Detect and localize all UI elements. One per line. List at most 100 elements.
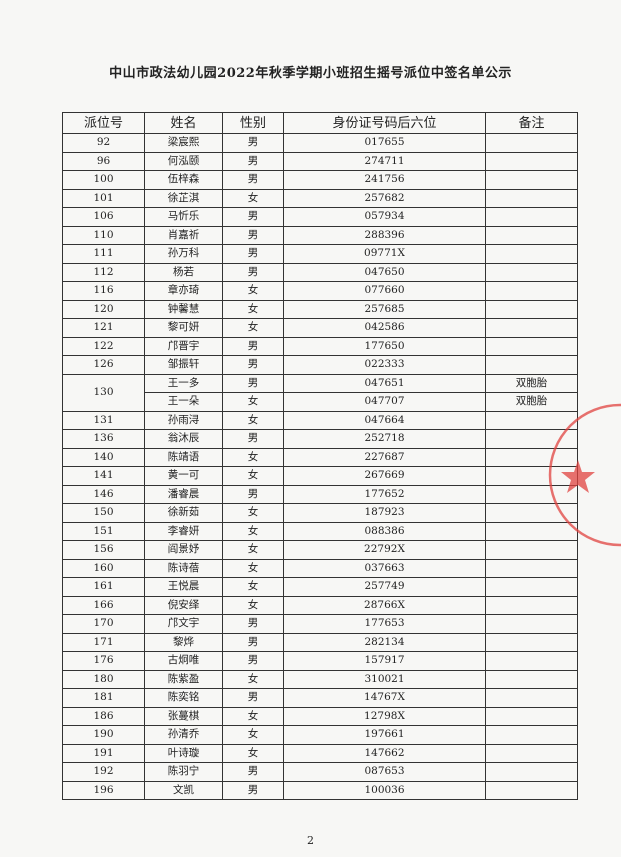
gender-cell: 女 xyxy=(222,558,284,578)
gender-cell: 女 xyxy=(222,595,284,615)
table-row: 180 陈紫盈女 310021 xyxy=(62,669,578,689)
gender-cell: 男 xyxy=(222,780,284,800)
number-cell: 151 xyxy=(62,521,145,541)
name-cell: 古炯唯 xyxy=(144,651,223,671)
note-cell xyxy=(485,743,578,763)
id-cell: 09771X xyxy=(283,244,486,264)
table-row: 96 何泓颐男 274711 xyxy=(62,151,578,171)
table-row: 192 陈羽宁男 087653 xyxy=(62,762,578,782)
id-cell: 257749 xyxy=(283,577,486,597)
table-row: 181 陈奕铭男 14767X xyxy=(62,688,578,708)
gender-cell: 女 xyxy=(222,540,284,560)
id-cell: 047650 xyxy=(283,262,486,282)
gender-cell: 女 xyxy=(222,577,284,597)
table-row: 111 孙万科男 09771X xyxy=(62,244,578,264)
name-cell: 陈紫盈 xyxy=(144,669,223,689)
name-cell: 陈奕铭 xyxy=(144,688,223,708)
name-cell: 黄一可 xyxy=(144,466,223,486)
table-row: 101 徐芷淇女 257682 xyxy=(62,188,578,208)
name-cell: 王悦晨 xyxy=(144,577,223,597)
table-row: 166 倪安绎女 28766X xyxy=(62,595,578,615)
number-cell: 171 xyxy=(62,632,145,652)
name-cell: 徐芷淇 xyxy=(144,188,223,208)
id-cell: 241756 xyxy=(283,170,486,190)
table-row: 160 陈诗蓓女 037663 xyxy=(62,558,578,578)
number-cell: 126 xyxy=(62,355,145,375)
table-row: 196 文凯男 100036 xyxy=(62,780,578,800)
id-cell: 14767X xyxy=(283,688,486,708)
gender-cell: 男 xyxy=(222,651,284,671)
number-cell: 136 xyxy=(62,429,145,449)
id-cell: 057934 xyxy=(283,207,486,227)
gender-cell: 男 xyxy=(222,336,284,356)
table-row: 121 黎可妍女 042586 xyxy=(62,318,578,338)
number-cell: 112 xyxy=(62,262,145,282)
note-cell xyxy=(485,632,578,652)
id-cell: 22792X xyxy=(283,540,486,560)
name-cell: 王一多 xyxy=(144,373,223,393)
id-cell: 12798X xyxy=(283,706,486,726)
id-cell: 047651 xyxy=(283,373,486,393)
gender-cell: 男 xyxy=(222,151,284,171)
gender-cell: 女 xyxy=(222,503,284,523)
gender-cell: 男 xyxy=(222,170,284,190)
table-row: 122 邝晋宇男 177650 xyxy=(62,336,578,356)
gender-cell: 女 xyxy=(222,725,284,745)
id-cell: 28766X xyxy=(283,595,486,615)
gender-cell: 男 xyxy=(222,355,284,375)
table-row: 130 王一多男 047651 双胞胎 xyxy=(62,373,578,412)
gender-cell: 女 xyxy=(222,669,284,689)
note-cell xyxy=(485,595,578,615)
table-row: 161 王悦晨女 257749 xyxy=(62,577,578,597)
id-cell: 227687 xyxy=(283,447,486,467)
table-row: 186 张蔓棋女 12798X xyxy=(62,706,578,726)
gender-cell: 女 xyxy=(222,706,284,726)
id-cell: 047664 xyxy=(283,410,486,430)
number-cell: 140 xyxy=(62,447,145,467)
id-cell: 252718 xyxy=(283,429,486,449)
header-cell: 备注 xyxy=(485,112,578,134)
number-cell: 196 xyxy=(62,780,145,800)
number-cell: 131 xyxy=(62,410,145,430)
number-cell: 122 xyxy=(62,336,145,356)
number-cell: 111 xyxy=(62,244,145,264)
name-cell: 叶诗璇 xyxy=(144,743,223,763)
note-cell xyxy=(485,133,578,153)
note-cell xyxy=(485,207,578,227)
table-row: 110 肖嘉祈男 288396 xyxy=(62,225,578,245)
name-cell: 钟馨慧 xyxy=(144,299,223,319)
note-cell xyxy=(485,669,578,689)
gender-cell: 男 xyxy=(222,688,284,708)
number-cell: 161 xyxy=(62,577,145,597)
name-cell: 马忻乐 xyxy=(144,207,223,227)
id-cell: 147662 xyxy=(283,743,486,763)
table-row: 112 杨若男 047650 xyxy=(62,262,578,282)
gender-cell: 男 xyxy=(222,207,284,227)
number-cell: 92 xyxy=(62,133,145,153)
note-cell: 双胞胎 xyxy=(485,373,578,393)
table-row: 151 李睿妍女 088386 xyxy=(62,521,578,541)
number-cell: 170 xyxy=(62,614,145,634)
id-cell: 177652 xyxy=(283,484,486,504)
name-cell: 倪安绎 xyxy=(144,595,223,615)
gender-cell: 女 xyxy=(222,521,284,541)
table-row: 171 黎烨男 282134 xyxy=(62,632,578,652)
id-cell: 288396 xyxy=(283,225,486,245)
id-cell: 282134 xyxy=(283,632,486,652)
name-cell: 梁宸熙 xyxy=(144,133,223,153)
note-cell xyxy=(485,706,578,726)
id-cell: 177650 xyxy=(283,336,486,356)
list-table: 派位号 姓名 性别 身份证号码后六位 备注 92 梁宸熙男 017655 96 何泓颐男 2747… xyxy=(62,112,578,800)
name-cell: 陈羽宁 xyxy=(144,762,223,782)
name-cell: 伍梓森 xyxy=(144,170,223,190)
table-row: 191 叶诗璇女 147662 xyxy=(62,743,578,763)
table-row: 150 徐新茹女 187923 xyxy=(62,503,578,523)
note-cell xyxy=(485,355,578,375)
table-row: 140 陈靖语女 227687 xyxy=(62,447,578,467)
note-cell xyxy=(485,336,578,356)
number-cell: 146 xyxy=(62,484,145,504)
name-cell: 陈靖语 xyxy=(144,447,223,467)
table-row: 190 孙清乔女 197661 xyxy=(62,725,578,745)
number-cell: 156 xyxy=(62,540,145,560)
